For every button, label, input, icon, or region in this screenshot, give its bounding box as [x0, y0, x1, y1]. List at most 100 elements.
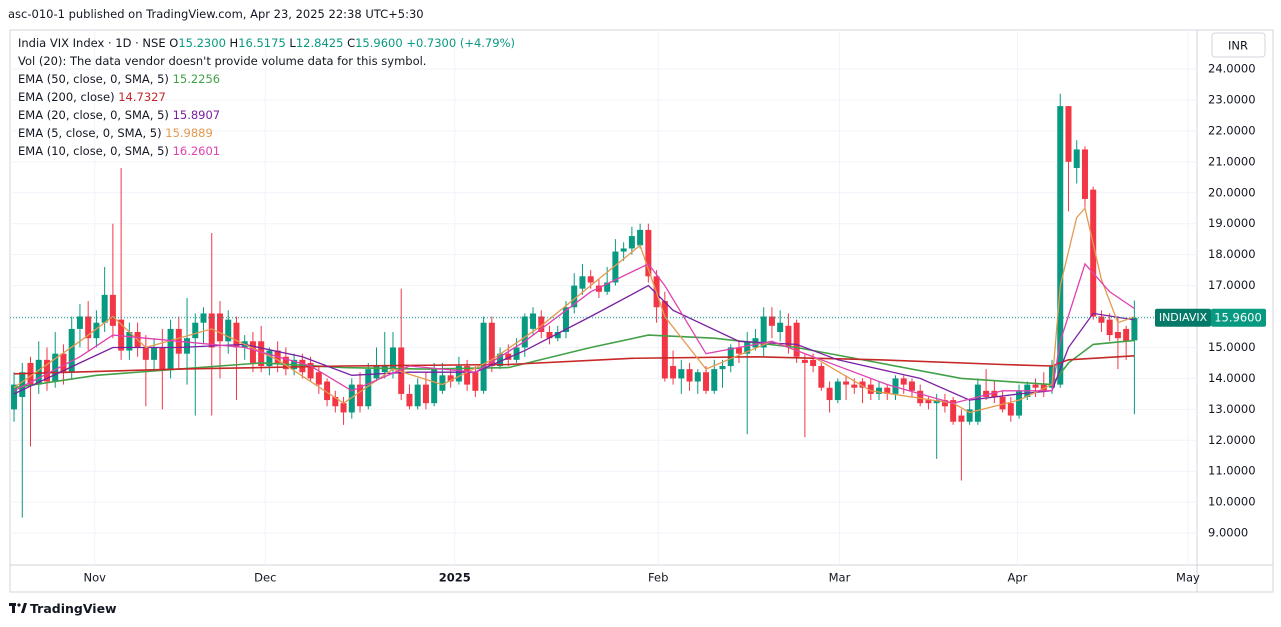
candle-body — [472, 372, 479, 391]
candle-body — [76, 316, 83, 329]
candle-body — [19, 372, 26, 397]
candle-body — [917, 390, 924, 404]
legend-name: EMA (10, close, 0, SMA, 5) — [18, 144, 169, 158]
legend-row: EMA (20, close, 0, SMA, 5) 15.8907 — [18, 106, 515, 124]
ohlc-value: 15.9600 — [355, 36, 403, 50]
candle-body — [620, 248, 627, 252]
legend-name: EMA (5, close, 0, SMA, 5) — [18, 126, 162, 140]
candle-body — [826, 387, 833, 401]
price-box — [1211, 308, 1266, 327]
candle-body — [703, 372, 710, 391]
candle-body — [1114, 332, 1121, 339]
candle-body — [834, 381, 841, 401]
candle-body — [101, 294, 108, 323]
candle-body — [216, 313, 223, 342]
y-tick-label: 21.0000 — [1208, 154, 1256, 168]
candle-body — [925, 400, 932, 404]
candle-body — [406, 393, 413, 407]
frame — [9, 29, 1274, 593]
candle-body — [694, 372, 701, 382]
candle-body — [414, 384, 421, 407]
symbol-box — [1155, 308, 1211, 327]
currency: INR — [1228, 39, 1248, 53]
candle-body — [184, 338, 191, 354]
candle-body — [68, 328, 75, 373]
legend-row: EMA (10, close, 0, SMA, 5) 16.2601 — [18, 142, 515, 160]
candle-body — [991, 390, 998, 397]
candle-body — [950, 400, 957, 422]
candle-body — [562, 307, 569, 333]
candle-body — [735, 347, 742, 354]
candle-body — [793, 322, 800, 357]
legend-value: 16.2601 — [172, 144, 221, 158]
legend-name: EMA (50, close, 0, SMA, 5) — [18, 72, 169, 86]
candle-body — [851, 384, 858, 388]
y-tick-label: 22.0000 — [1208, 123, 1256, 137]
currency-box[interactable] — [1211, 32, 1266, 58]
legend-value: 15.2256 — [172, 72, 221, 86]
candle-body — [1098, 316, 1105, 323]
candle-body — [488, 322, 495, 367]
candle-body — [546, 332, 553, 339]
candle-body — [348, 384, 355, 413]
candle-body — [1081, 149, 1088, 199]
candle-body — [431, 369, 438, 404]
candle-body — [192, 322, 199, 339]
candle-body — [884, 387, 891, 394]
x-tick-label: Dec — [254, 571, 276, 585]
y-tick-label: 15.0000 — [1208, 340, 1256, 354]
ohlc-value: 12.8425 — [295, 36, 344, 50]
ema-line — [13, 206, 1135, 414]
x-tick-label: Nov — [84, 571, 107, 585]
candle-body — [571, 285, 578, 308]
y-tick-label: 9.0000 — [1208, 526, 1248, 540]
candle-body — [258, 341, 265, 367]
candle-body — [357, 384, 364, 407]
y-tick-label: 10.0000 — [1208, 495, 1256, 509]
candle-body — [843, 381, 850, 385]
legend: India VIX Index · 1D · NSE O15.2300 H16.… — [18, 34, 515, 160]
candle-body — [1032, 384, 1039, 388]
candle-body — [11, 384, 18, 410]
y-tick-label: 19.0000 — [1208, 216, 1256, 230]
candle-body — [604, 282, 611, 292]
candle-body — [1016, 390, 1023, 416]
candle-body — [538, 316, 545, 333]
candle-body — [167, 328, 174, 370]
y-tick-label: 12.0000 — [1208, 433, 1256, 447]
ohlc-key: O — [169, 36, 179, 50]
candle-body — [315, 372, 322, 385]
candle-body — [768, 316, 775, 326]
y-tick-label: 13.0000 — [1208, 402, 1256, 416]
candle-body — [398, 347, 405, 394]
candle-body — [497, 353, 504, 367]
candle-body — [645, 229, 652, 277]
candle-body — [711, 369, 718, 391]
y-tick-label: 20.0000 — [1208, 185, 1256, 199]
candle-body — [126, 332, 133, 351]
candle-body — [142, 347, 149, 360]
candle-body — [307, 362, 314, 379]
candle-body — [332, 396, 339, 407]
x-tick-label: Feb — [648, 571, 668, 585]
legend-value: 15.9889 — [165, 126, 213, 140]
candle-body — [340, 403, 347, 413]
candle-body — [109, 294, 116, 326]
legend-row: Vol (20): The data vendor doesn't provid… — [18, 52, 515, 70]
candle-body — [85, 316, 92, 339]
candle-body — [760, 316, 767, 348]
ohlc-value: 15.2300 — [178, 36, 226, 50]
legend-name: EMA (200, close) — [18, 90, 115, 104]
ohlc-key: L — [289, 36, 296, 50]
symbol-label: INDIAVIX — [1159, 311, 1208, 324]
candle-body — [958, 415, 965, 422]
candle-body — [670, 366, 677, 379]
candle-body — [628, 236, 635, 249]
ohlc-key: C — [347, 36, 356, 50]
last-price-label: 15.9600 — [1214, 310, 1262, 324]
candle-body — [52, 353, 59, 382]
candle-body — [282, 356, 289, 370]
candle-body — [159, 347, 166, 370]
x-tick-label: Mar — [829, 571, 851, 585]
candle-body — [1057, 106, 1064, 385]
